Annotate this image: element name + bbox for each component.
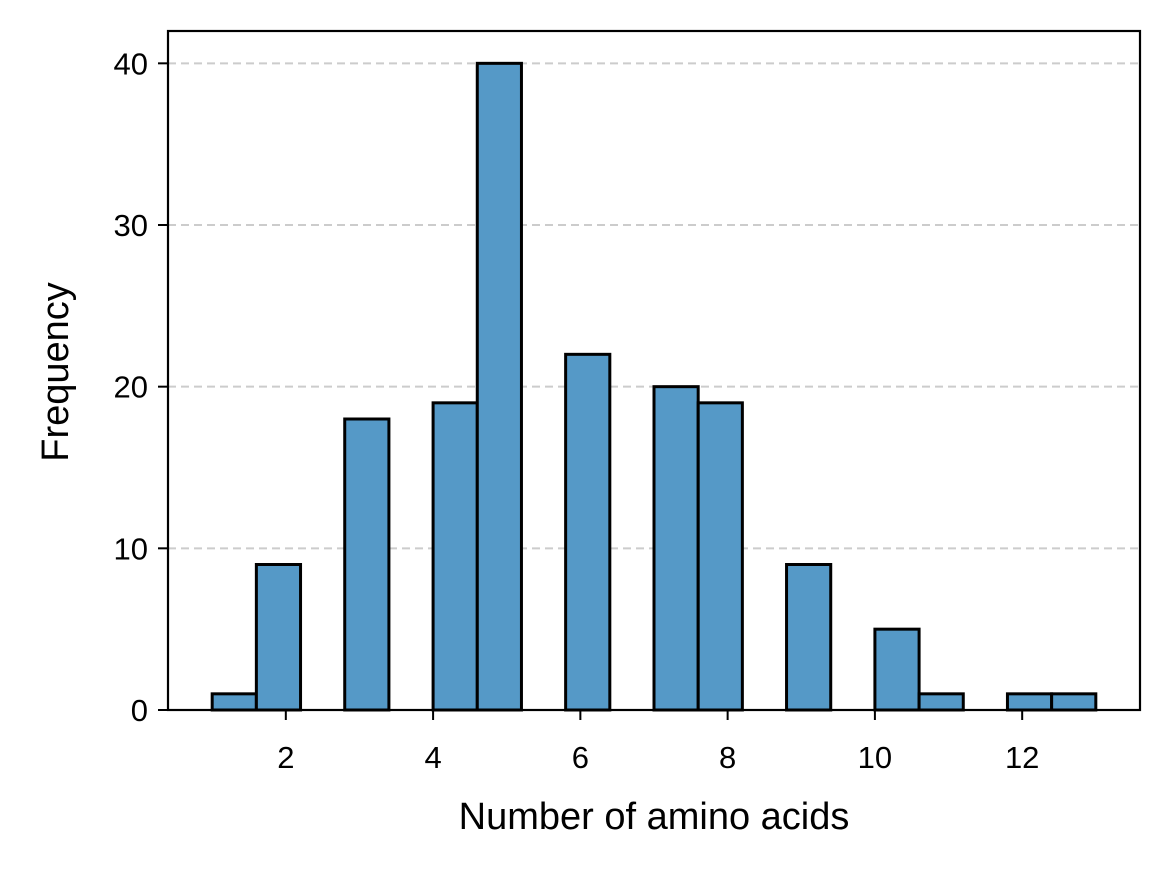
x-tick-label-2: 2 — [277, 740, 294, 775]
histogram-bar-14 — [785, 563, 833, 712]
x-tick-label-10: 10 — [858, 740, 892, 775]
y-tick-label-10: 10 — [114, 531, 148, 566]
plot-frame — [166, 29, 1142, 712]
histogram-bar-16 — [873, 627, 921, 712]
x-axis-label: Number of amino acids — [459, 796, 850, 838]
y-tick-label-40: 40 — [114, 46, 148, 81]
histogram-bar-9 — [564, 352, 612, 712]
x-tick-label-6: 6 — [572, 740, 589, 775]
x-tick-label-12: 12 — [1005, 740, 1039, 775]
y-axis-label: Frequency — [35, 282, 77, 462]
histogram-bar-17 — [917, 692, 965, 712]
y-tick-label-0: 0 — [131, 693, 148, 728]
histogram-bar-1 — [210, 692, 258, 712]
y-tick-label-30: 30 — [114, 208, 148, 243]
bars — [210, 61, 1098, 712]
histogram-bar-11 — [652, 385, 700, 712]
x-tick-label-8: 8 — [719, 740, 736, 775]
histogram-bar-7 — [475, 61, 523, 712]
histogram-bar-6 — [431, 401, 479, 712]
y-axis-ticks: 0 10 20 30 40 — [114, 46, 168, 728]
y-tick-label-20: 20 — [114, 370, 148, 405]
x-axis-ticks: 2 4 6 8 10 12 — [277, 710, 1039, 775]
histogram-bar-19 — [1005, 692, 1054, 712]
histogram-bar-2 — [254, 563, 303, 712]
x-tick-label-4: 4 — [424, 740, 441, 775]
histogram-bar-4 — [343, 417, 391, 712]
histogram-bar-20 — [1050, 692, 1098, 712]
histogram-bar-12 — [696, 401, 744, 712]
